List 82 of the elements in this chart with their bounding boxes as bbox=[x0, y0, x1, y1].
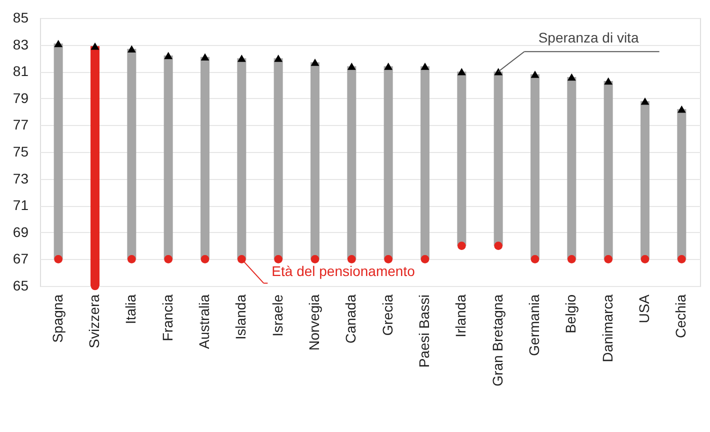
annotation: Età del pensionamento bbox=[272, 263, 416, 280]
point bbox=[567, 255, 576, 264]
point bbox=[530, 255, 540, 264]
point bbox=[420, 255, 430, 264]
point bbox=[347, 62, 356, 70]
point bbox=[237, 54, 246, 62]
point bbox=[200, 53, 210, 60]
x-tick-label: Paesi Bassi bbox=[416, 294, 432, 368]
annotation: Speranza di vita bbox=[538, 30, 639, 46]
point bbox=[127, 45, 136, 52]
x-tick-label: Svizzera bbox=[86, 294, 102, 348]
y-tick-label: 81 bbox=[12, 63, 29, 80]
point bbox=[604, 255, 613, 264]
point bbox=[200, 255, 210, 264]
point bbox=[640, 97, 650, 105]
bar bbox=[310, 62, 320, 260]
x-tick-label: Grecia bbox=[379, 294, 396, 336]
x-tick-label: Australia bbox=[196, 294, 212, 349]
x-tick-label: Germania bbox=[526, 294, 542, 356]
y-tick-label: 77 bbox=[12, 116, 29, 133]
y-tick-label: 73 bbox=[12, 170, 29, 186]
x-tick-label: Italia bbox=[122, 294, 139, 324]
point bbox=[530, 70, 540, 78]
bar bbox=[384, 66, 393, 260]
point bbox=[274, 54, 283, 62]
point bbox=[494, 242, 503, 250]
bar bbox=[677, 109, 686, 260]
x-tick-label: Norvegia bbox=[306, 294, 322, 351]
bar bbox=[237, 58, 246, 260]
x-tick-label: Francia bbox=[159, 294, 176, 342]
point bbox=[457, 68, 466, 76]
point bbox=[567, 73, 576, 81]
y-tick-label: 79 bbox=[12, 90, 29, 106]
point bbox=[90, 42, 100, 50]
point bbox=[274, 255, 283, 264]
y-tick-label: 75 bbox=[12, 144, 29, 160]
y-tick-label: 83 bbox=[12, 36, 29, 52]
point bbox=[677, 105, 686, 113]
bar bbox=[420, 66, 430, 260]
bar bbox=[274, 58, 283, 260]
x-tick-label: Israele bbox=[269, 294, 286, 337]
point bbox=[420, 62, 430, 70]
y-tick-label: 65 bbox=[12, 278, 29, 294]
point bbox=[54, 255, 63, 264]
x-tick-label: Danimarca bbox=[599, 294, 616, 362]
x-tick-label: Canada bbox=[342, 294, 359, 344]
x-tick-label: Belgio bbox=[562, 294, 579, 334]
point bbox=[310, 255, 320, 264]
point bbox=[640, 255, 650, 264]
x-tick-label: Cechia bbox=[672, 294, 689, 338]
y-tick-label: 69 bbox=[12, 224, 29, 240]
bar bbox=[567, 76, 576, 260]
point bbox=[347, 255, 356, 264]
point bbox=[457, 242, 466, 250]
point bbox=[677, 255, 686, 264]
bar bbox=[164, 56, 173, 260]
point bbox=[604, 77, 613, 85]
bar bbox=[494, 72, 503, 246]
x-tick-label: Spagna bbox=[49, 294, 66, 343]
bar bbox=[200, 56, 210, 260]
x-tick-label: USA bbox=[636, 294, 652, 324]
bar bbox=[127, 48, 136, 260]
bar bbox=[54, 43, 63, 260]
x-tick-label: Irlanda bbox=[452, 294, 469, 338]
x-tick-label: Islanda bbox=[232, 294, 249, 340]
x-tick-label: Gran Bretagna bbox=[489, 294, 506, 386]
point bbox=[237, 255, 246, 264]
y-tick-label: 67 bbox=[12, 250, 29, 267]
point bbox=[164, 52, 173, 60]
bar bbox=[604, 80, 613, 260]
bar bbox=[457, 72, 466, 246]
point bbox=[54, 40, 63, 48]
point bbox=[310, 58, 320, 66]
y-tick-label: 85 bbox=[12, 10, 29, 26]
point bbox=[164, 255, 173, 264]
bar bbox=[530, 74, 540, 260]
bar bbox=[640, 101, 650, 260]
point bbox=[127, 255, 136, 264]
point bbox=[384, 255, 393, 264]
bar bbox=[347, 66, 356, 260]
point bbox=[384, 62, 393, 70]
y-tick-label: 71 bbox=[12, 197, 29, 214]
